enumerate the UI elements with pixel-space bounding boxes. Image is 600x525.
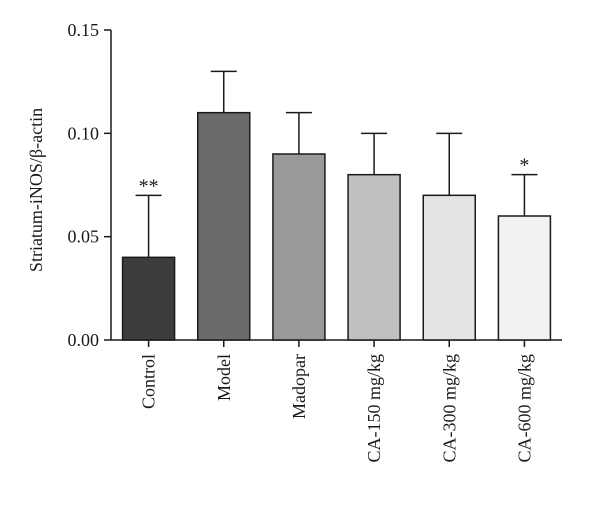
x-tick-label: Control [139,354,159,409]
y-tick-label: 0.15 [68,20,100,40]
x-tick-label: CA-150 mg/kg [364,354,384,463]
bars [121,111,552,341]
significance-mark: * [519,155,529,177]
significance-marks: *** [139,155,530,198]
x-tick-label: Madopar [289,354,309,419]
error-bars [135,70,538,258]
axes [110,30,562,347]
bar [121,256,176,341]
bar [497,215,552,341]
x-tick-labels: Control Model Madopar CA-150 mg/kg CA-300 mg… [139,354,535,463]
x-tick-label: CA-300 mg/kg [439,354,459,463]
x-tick-label: Model [214,354,234,401]
bar [272,153,326,341]
bar [197,111,251,341]
significance-mark: ** [139,175,159,197]
y-tick-label: 0.00 [68,330,100,350]
y-axis-label: Striatum-iNOS/β-actin [26,108,46,272]
x-tick-label: CA-600 mg/kg [514,354,534,463]
bar [422,194,476,341]
y-tick-label: 0.05 [68,227,100,247]
bar [347,173,401,341]
y-ticks: 0.00 0.05 0.10 0.15 [68,20,111,350]
y-tick-label: 0.10 [68,123,100,143]
